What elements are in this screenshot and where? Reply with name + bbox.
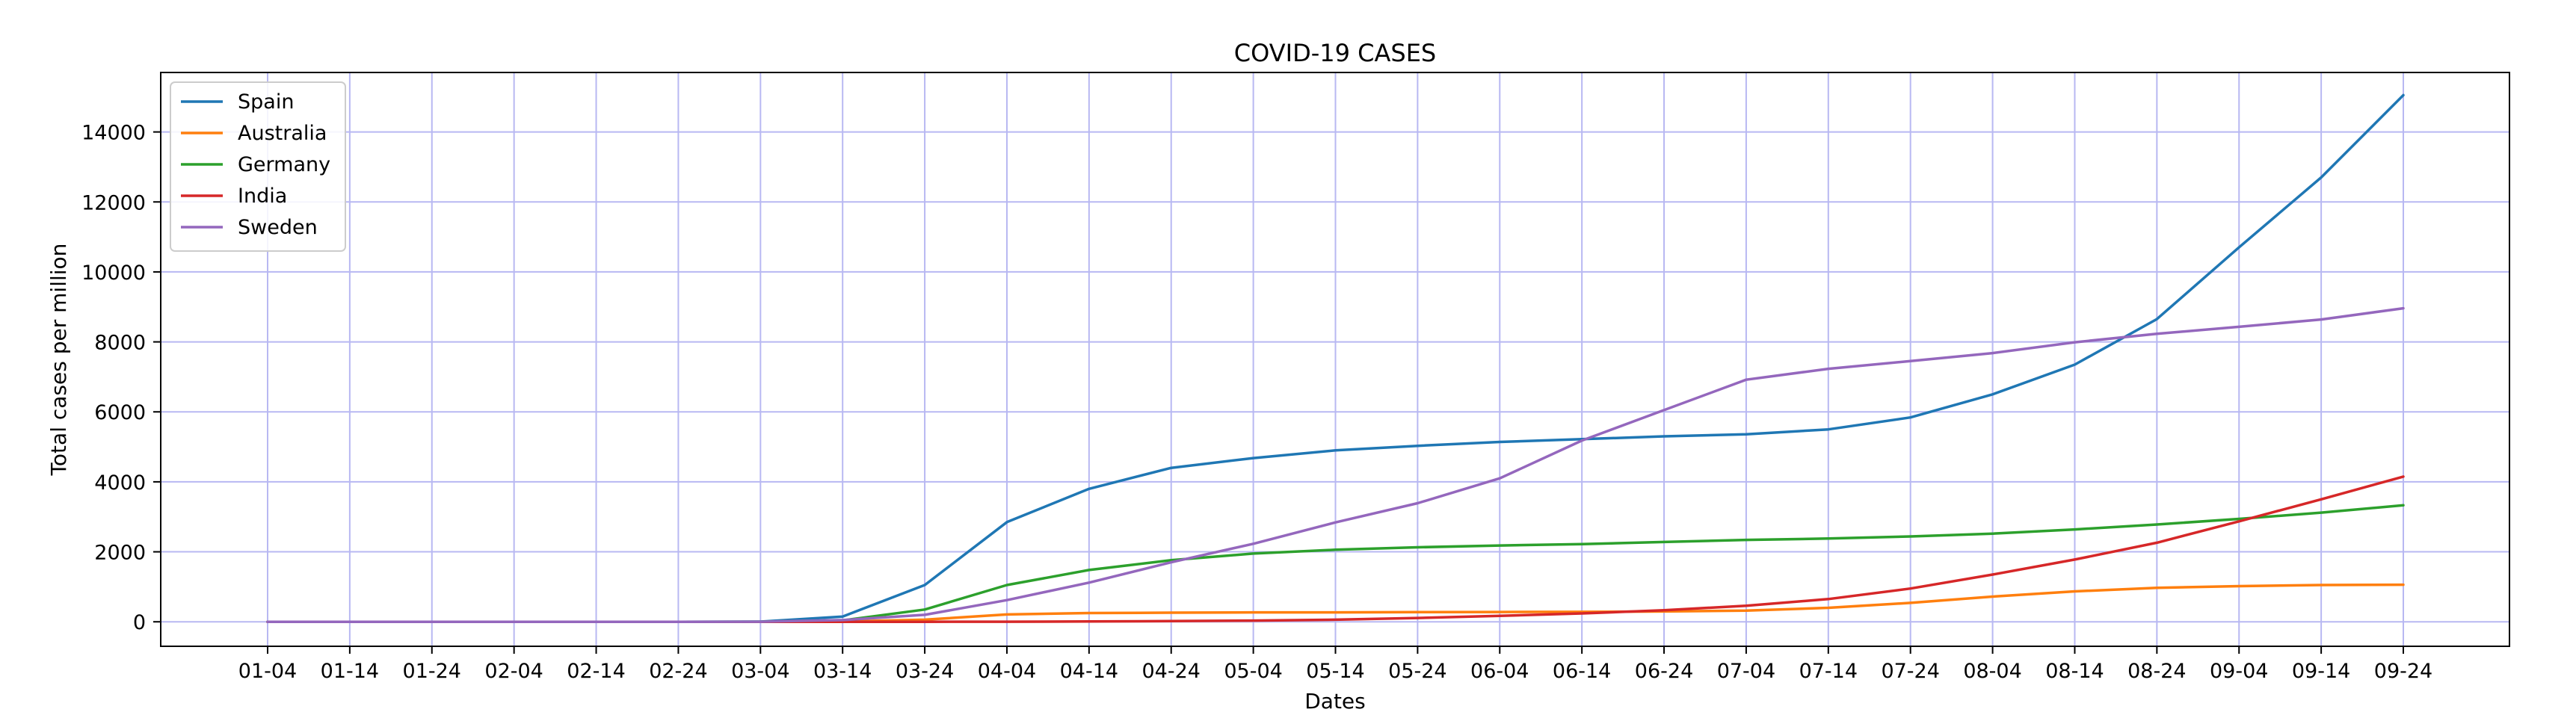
x-tick-label: 07-24 xyxy=(1881,660,1939,683)
x-tick-label: 03-14 xyxy=(813,660,872,683)
x-tick-label: 02-14 xyxy=(567,660,625,683)
x-tick-label: 05-04 xyxy=(1224,660,1282,683)
x-tick-label: 01-24 xyxy=(403,660,461,683)
series-lines xyxy=(266,93,2405,623)
legend-label-germany: Germany xyxy=(238,153,330,176)
x-tick-label: 08-24 xyxy=(2127,660,2186,683)
x-tick-label: 09-24 xyxy=(2374,660,2432,683)
y-tick-label: 6000 xyxy=(94,401,146,424)
y-tick-label: 14000 xyxy=(81,122,146,145)
x-tick-label: 08-04 xyxy=(1963,660,2021,683)
x-tick-label: 05-24 xyxy=(1388,660,1446,683)
x-tick-label: 01-14 xyxy=(321,660,379,683)
legend-label-australia: Australia xyxy=(238,122,327,145)
x-tick-label: 02-24 xyxy=(649,660,707,683)
x-axis: 01-04 01-14 01-24 02-04 02-14 02-24 03-04 03-14… xyxy=(238,646,2432,683)
x-tick-label: 09-14 xyxy=(2292,660,2350,683)
x-axis-label: Dates xyxy=(1304,689,1366,714)
x-tick-label: 04-14 xyxy=(1060,660,1118,683)
y-tick-label: 8000 xyxy=(94,332,146,355)
legend-label-sweden: Sweden xyxy=(238,216,318,239)
x-tick-label: 01-04 xyxy=(238,660,297,683)
y-tick-label: 0 xyxy=(133,611,146,634)
x-tick-label: 06-04 xyxy=(1470,660,1529,683)
x-tick-label: 07-14 xyxy=(1799,660,1858,683)
gridlines xyxy=(161,72,2509,646)
legend-label-spain: Spain xyxy=(238,90,294,114)
x-tick-label: 06-14 xyxy=(1553,660,1611,683)
y-axis-label: Total cases per million xyxy=(46,244,71,477)
y-tick-label: 4000 xyxy=(94,471,146,495)
legend-box xyxy=(170,81,346,252)
legend-label-india: India xyxy=(238,185,287,208)
y-tick-label: 10000 xyxy=(81,262,146,285)
x-tick-label: 03-04 xyxy=(731,660,789,683)
series-line-sweden xyxy=(266,306,2405,623)
y-axis: 0 2000 4000 6000 8000 10000 12000 14000 xyxy=(81,122,161,634)
x-tick-label: 05-14 xyxy=(1306,660,1364,683)
y-tick-label: 2000 xyxy=(94,542,146,565)
x-tick-label: 03-24 xyxy=(896,660,954,683)
x-tick-label: 08-14 xyxy=(2045,660,2104,683)
chart-title: COVID-19 CASES xyxy=(1234,39,1436,67)
x-tick-label: 06-24 xyxy=(1635,660,1693,683)
x-tick-label: 04-24 xyxy=(1141,660,1200,683)
y-tick-label: 12000 xyxy=(81,191,146,214)
x-tick-label: 09-04 xyxy=(2210,660,2268,683)
x-tick-label: 07-04 xyxy=(1717,660,1775,683)
x-tick-label: 02-04 xyxy=(484,660,543,683)
x-tick-label: 04-04 xyxy=(978,660,1036,683)
legend: Spain Australia Germany India Sweden xyxy=(170,81,346,252)
